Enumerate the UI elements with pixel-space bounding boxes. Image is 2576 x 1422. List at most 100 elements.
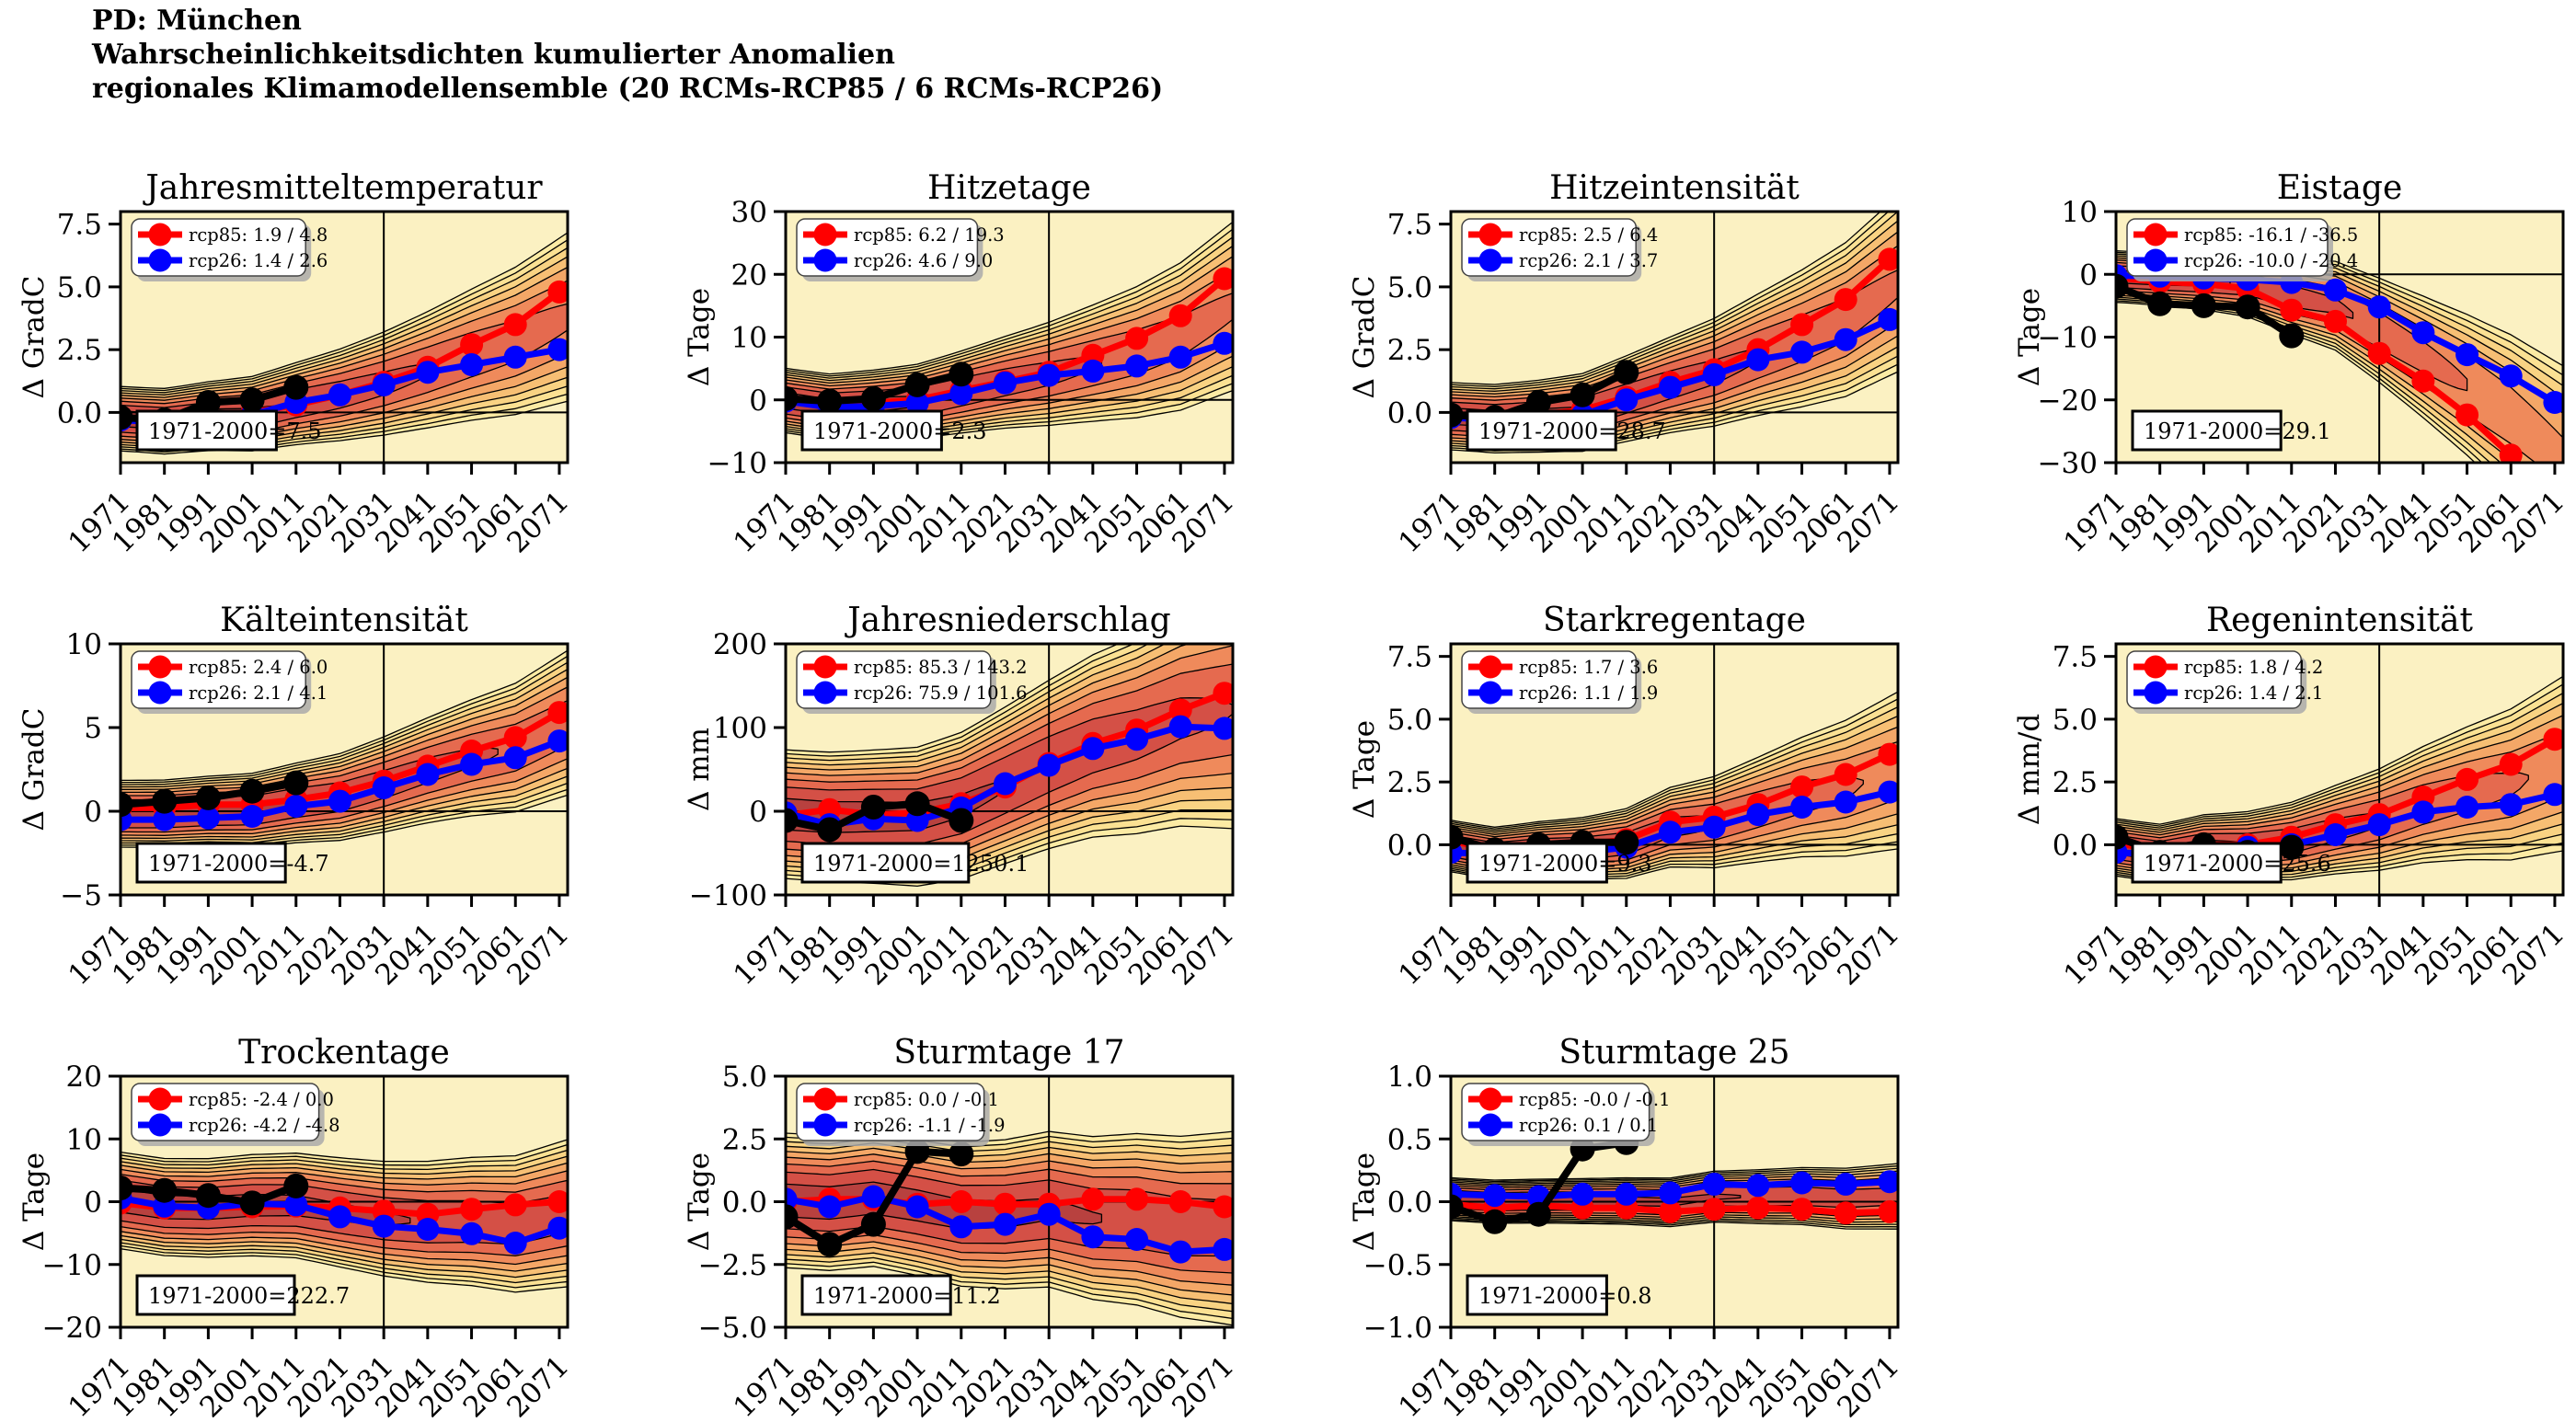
legend-label-rcp85: rcp85: 85.3 / 143.2: [854, 657, 1028, 678]
reference-annotation-box: [1466, 842, 1608, 884]
rcp85-point: [1834, 288, 1857, 312]
reference-annotation: 1971-2000=7.5: [148, 419, 322, 444]
y-tick-label: 5.0: [1387, 704, 1432, 737]
legend-label-rcp26: rcp26: -4.2 / -4.8: [189, 1115, 339, 1136]
legend-label-rcp85: rcp85: 2.5 / 6.4: [1519, 224, 1658, 246]
reference-annotation: 1971-2000=9.3: [1478, 851, 1652, 877]
legend-label-rcp26: rcp26: 1.4 / 2.6: [189, 250, 328, 271]
y-axis-label: Δ Tage: [683, 1153, 716, 1251]
panel-title: Jahresmitteltemperatur: [142, 169, 543, 207]
chart-regenintensitaet: 0.02.55.07.51971198119912001201120212031…: [2013, 602, 2571, 992]
plot-area: [1451, 212, 1898, 463]
chart-jahresniederschlag: −100010020019711981199120012011202120312…: [683, 602, 1241, 992]
rcp26-point: [1125, 1228, 1149, 1251]
y-tick-label: −30: [2038, 447, 2098, 480]
legend-marker-rcp85: [148, 655, 172, 679]
rcp85-point: [1213, 682, 1233, 705]
chart-sturmtage17: −5.0−2.50.02.55.019711981199120012011202…: [683, 1034, 1241, 1422]
legend-marker-rcp85: [1478, 223, 1502, 247]
observations-point: [2279, 834, 2305, 860]
y-tick-label: 0.5: [1387, 1123, 1432, 1156]
reference-annotation-box: [1466, 409, 1617, 452]
observations-point: [239, 1190, 265, 1216]
y-tick-label: −100: [689, 879, 767, 912]
chart-hitzetage: −100102030197119811991200120112021203120…: [683, 169, 1241, 559]
rcp26-point: [1659, 375, 1682, 399]
legend-marker-rcp26: [1478, 1113, 1502, 1137]
y-axis-label: Δ GradC: [17, 708, 51, 831]
observations-point: [152, 788, 178, 814]
rcp26-point: [949, 382, 973, 406]
reference-annotation-box: [800, 842, 971, 884]
rcp85-point: [1081, 343, 1105, 367]
rcp85-point: [2455, 767, 2479, 791]
rcp26-point: [1125, 354, 1149, 378]
panel-title: Jahresniederschlag: [844, 602, 1170, 639]
legend-marker-rcp85: [1478, 655, 1502, 679]
rcp85-point: [1834, 1201, 1857, 1225]
chart-kaelteintensitaet: −505101971198119912001201120212031204120…: [17, 602, 576, 992]
y-axis-label: Δ Tage: [17, 1153, 51, 1251]
y-tick-label: −10: [2038, 322, 2098, 355]
reference-annotation: 1971-2000=0.8: [1478, 1283, 1652, 1309]
legend-label-rcp26: rcp26: 0.1 / 0.1: [1519, 1115, 1658, 1136]
rcp26-point: [460, 353, 484, 376]
rcp85-point: [994, 1192, 1017, 1216]
y-tick-label: −10: [42, 1249, 102, 1282]
rcp26-point: [2499, 793, 2523, 817]
rcp85-point: [2499, 752, 2523, 776]
legend-label-rcp26: rcp26: 1.1 / 1.9: [1519, 682, 1658, 704]
rcp85-point: [1081, 1187, 1105, 1211]
observations-point: [239, 387, 265, 413]
panel-title: Regenintensität: [2206, 602, 2474, 639]
rcp85-point: [1125, 1187, 1149, 1211]
observations-point: [786, 385, 799, 411]
y-tick-label: 0: [749, 384, 767, 418]
rcp85-point: [2455, 403, 2479, 427]
observations-point: [949, 361, 974, 387]
y-tick-label: 0.0: [722, 1187, 767, 1220]
observations-point: [283, 770, 309, 796]
y-tick-label: −20: [42, 1312, 102, 1345]
rcp85-point: [2543, 728, 2563, 751]
legend-label-rcp85: rcp85: -2.4 / 0.0: [189, 1089, 334, 1110]
legend-label-rcp85: rcp85: 1.9 / 4.8: [189, 224, 328, 246]
y-tick-label: −1.0: [1363, 1312, 1432, 1345]
reference-annotation: 1971-2000=25.6: [2144, 851, 2331, 877]
rcp26-point: [1081, 737, 1105, 761]
rcp26-point: [1081, 1225, 1105, 1249]
rcp26-point: [905, 391, 929, 415]
reference-annotation: 1971-2000=29.1: [2144, 419, 2331, 444]
rcp26-point: [1834, 327, 1857, 351]
rcp26-point: [547, 338, 568, 361]
y-tick-label: 10: [731, 322, 767, 355]
rcp26-point: [1168, 715, 1192, 739]
legend-marker-rcp26: [813, 1113, 837, 1137]
y-tick-label: 1.0: [1387, 1061, 1432, 1094]
rcp85-point: [460, 333, 484, 357]
y-tick-label: 2.5: [2053, 766, 2098, 799]
rcp26-point: [1168, 1240, 1192, 1264]
header-subtitle-2: regionales Klimamodellensemble (20 RCMs-…: [92, 73, 1164, 105]
rcp85-point: [1168, 698, 1192, 722]
rcp85-point: [503, 1193, 527, 1217]
rcp26-point: [2455, 343, 2479, 367]
rcp26-point: [153, 808, 177, 831]
y-tick-label: 2.5: [722, 1123, 767, 1156]
chart-eistage: −30−20−100101971198119912001201120212031…: [2013, 169, 2571, 559]
rcp26-point: [328, 1205, 351, 1229]
rcp26-point: [240, 805, 264, 828]
legend-label-rcp85: rcp85: -0.0 / -0.1: [1519, 1089, 1670, 1110]
rcp26-point: [416, 763, 440, 786]
rcp26-point: [1702, 1172, 1726, 1196]
observations-point: [1614, 360, 1639, 385]
y-tick-label: 7.5: [2053, 641, 2098, 674]
legend-marker-rcp26: [2144, 248, 2168, 272]
legend-marker-rcp85: [813, 1087, 837, 1111]
rcp26-point: [2367, 813, 2391, 837]
reference-annotation-box: [2131, 409, 2283, 452]
observations-point: [904, 372, 930, 397]
legend-label-rcp85: rcp85: 1.7 / 3.6: [1519, 657, 1658, 678]
legend-marker-rcp85: [813, 223, 837, 247]
observations-point: [2116, 273, 2129, 299]
